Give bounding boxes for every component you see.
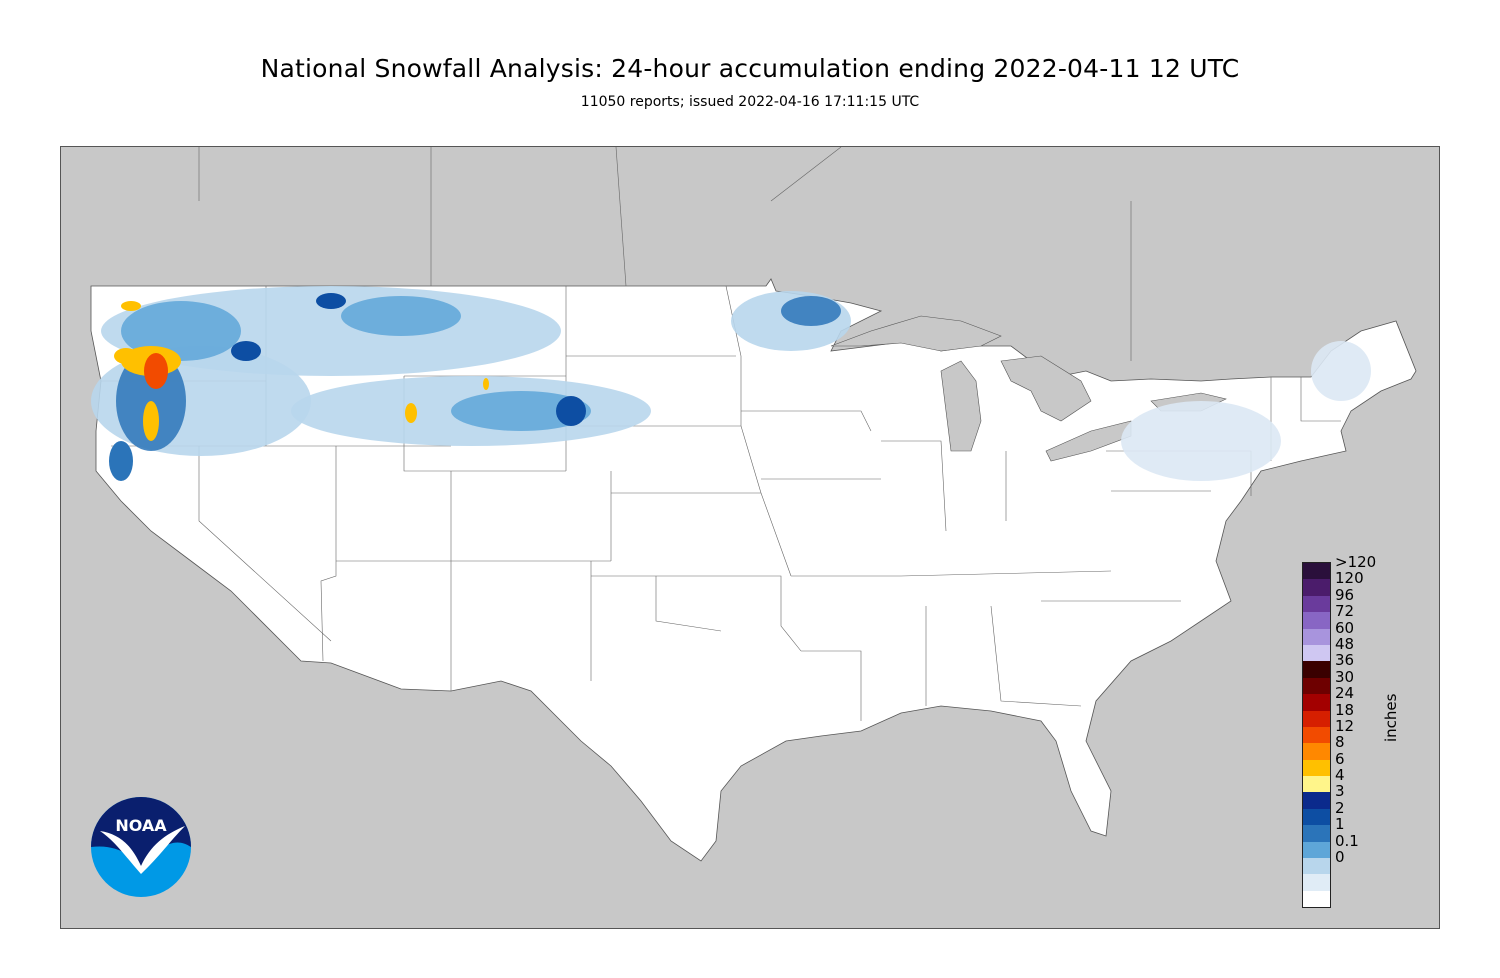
legend-label: 24 bbox=[1335, 684, 1355, 703]
legend-label: 18 bbox=[1335, 700, 1355, 719]
legend-label: 36 bbox=[1335, 651, 1355, 670]
legend-swatch bbox=[1303, 759, 1330, 777]
intl-boundaries bbox=[198, 147, 1132, 361]
map-canvas bbox=[61, 147, 1439, 862]
legend-swatch bbox=[1303, 726, 1330, 744]
legend-swatch bbox=[1303, 825, 1330, 842]
noaa-logo-text: NOAA bbox=[115, 816, 167, 835]
color-legend bbox=[1302, 562, 1331, 909]
legend-swatch bbox=[1303, 841, 1330, 859]
legend-label: 3 bbox=[1335, 782, 1345, 801]
legend-units: inches bbox=[1382, 693, 1400, 742]
legend-swatch bbox=[1303, 579, 1330, 596]
legend-swatch bbox=[1303, 874, 1330, 891]
legend-label: 48 bbox=[1335, 634, 1355, 653]
legend-label: 96 bbox=[1335, 585, 1355, 604]
lake-superior bbox=[830, 315, 1002, 352]
snowfall-map bbox=[60, 146, 1440, 929]
legend-swatch bbox=[1303, 677, 1330, 695]
legend-swatch bbox=[1303, 743, 1330, 760]
noaa-logo: NOAA bbox=[91, 797, 191, 897]
lake-huron bbox=[1000, 355, 1092, 422]
legend-label: 30 bbox=[1335, 667, 1355, 686]
legend-swatch bbox=[1303, 563, 1330, 580]
map-title: National Snowfall Analysis: 24-hour accu… bbox=[260, 54, 1240, 83]
legend-swatch bbox=[1303, 595, 1330, 613]
legend-label: 72 bbox=[1335, 602, 1355, 621]
lake-michigan bbox=[940, 360, 982, 452]
legend-label: 120 bbox=[1335, 569, 1364, 588]
map-subtitle: 11050 reports; issued 2022-04-16 17:11:1… bbox=[580, 94, 920, 110]
legend-swatch bbox=[1303, 808, 1330, 826]
legend-swatch bbox=[1303, 644, 1330, 662]
snowfall-overlay bbox=[91, 286, 1371, 481]
legend-swatch bbox=[1303, 694, 1330, 711]
legend-swatch bbox=[1303, 792, 1330, 809]
legend-label: 2 bbox=[1335, 798, 1345, 817]
legend-swatch bbox=[1303, 890, 1330, 908]
legend-label: >120 bbox=[1335, 553, 1377, 571]
legend-label: 0.1 bbox=[1335, 831, 1359, 850]
legend-label: 0 bbox=[1335, 848, 1345, 867]
legend-label: 4 bbox=[1335, 766, 1345, 785]
canada-landmass bbox=[61, 147, 1439, 441]
legend-swatch bbox=[1303, 858, 1330, 875]
legend-label: 1 bbox=[1335, 815, 1345, 834]
legend-label: 6 bbox=[1335, 749, 1345, 768]
legend-label: 60 bbox=[1335, 618, 1355, 637]
legend-swatch bbox=[1303, 628, 1330, 645]
legend-label: 8 bbox=[1335, 733, 1345, 752]
legend-labels: >120 120 96 72 60 48 36 30 24 18 12 8 6 4 3 2 1 0.1 0 bbox=[1335, 553, 1377, 867]
legend-swatch bbox=[1303, 776, 1330, 793]
state-boundaries bbox=[101, 285, 1341, 721]
legend-swatch bbox=[1303, 612, 1330, 629]
legend-swatch bbox=[1303, 661, 1330, 678]
legend-label: 12 bbox=[1335, 716, 1355, 735]
legend-swatch bbox=[1303, 710, 1330, 727]
